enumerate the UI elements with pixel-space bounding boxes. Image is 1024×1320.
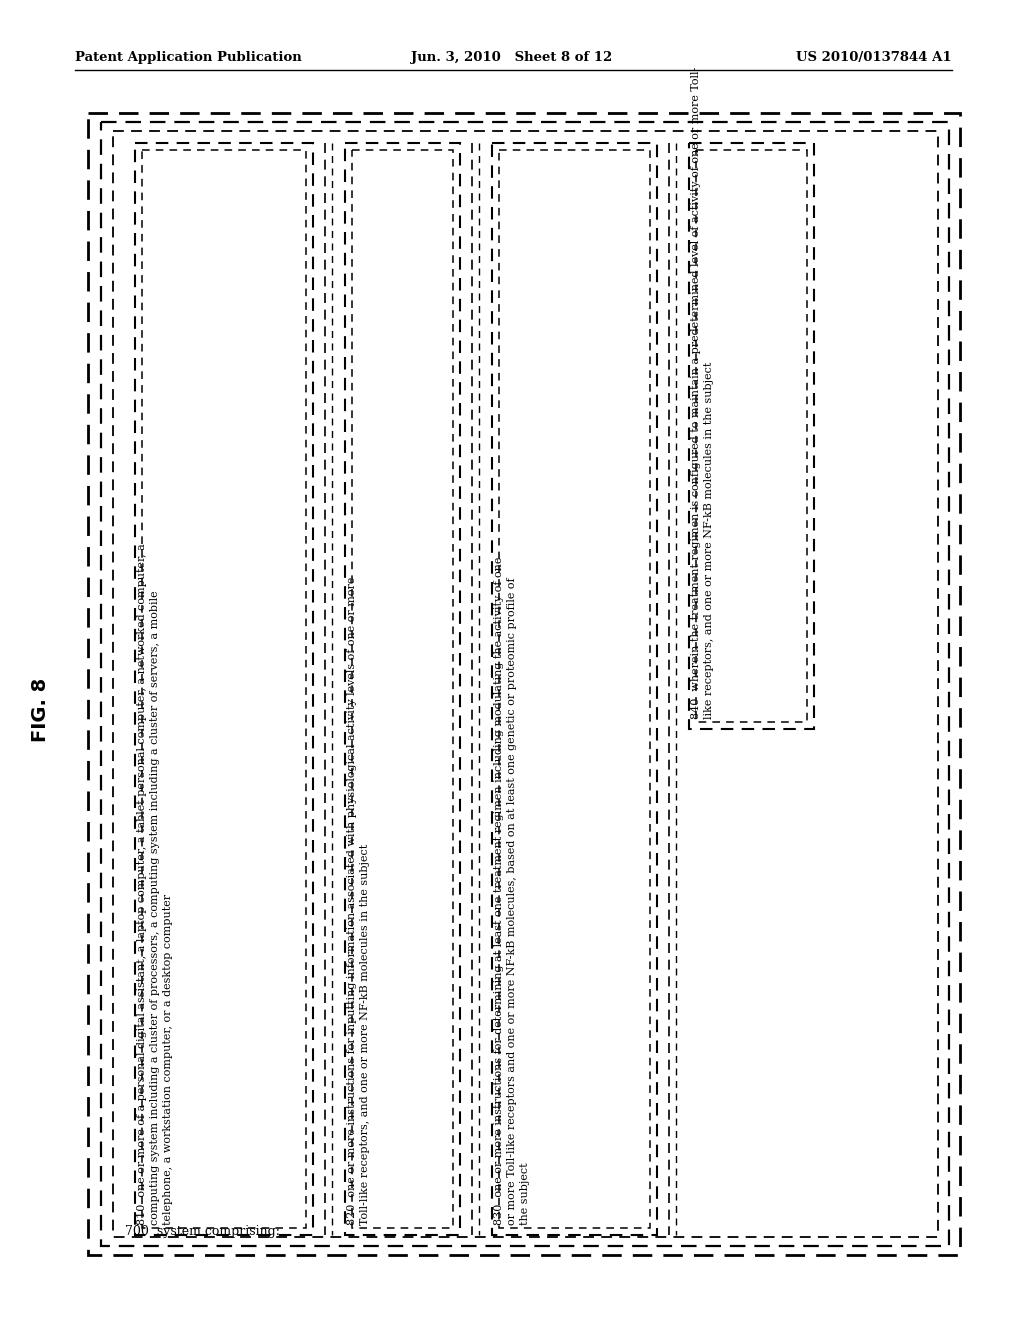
Bar [492, 143, 657, 1236]
Bar [142, 150, 306, 1228]
Bar [135, 143, 313, 1236]
Text: 700  system comprising:: 700 system comprising: [125, 1225, 280, 1238]
Text: Toll-like receptors, and one or more NF-kB molecules in the subject: Toll-like receptors, and one or more NF-… [360, 843, 370, 1225]
Text: telephone, a workstation computer, or a desktop computer: telephone, a workstation computer, or a … [163, 894, 173, 1225]
Text: FIG. 8: FIG. 8 [31, 678, 49, 742]
Bar [499, 150, 650, 1228]
Text: Jun. 3, 2010   Sheet 8 of 12: Jun. 3, 2010 Sheet 8 of 12 [412, 50, 612, 63]
Text: 830  one or more instructions for determining at least one treatment regimen inc: 830 one or more instructions for determi… [494, 557, 504, 1225]
Bar [345, 143, 460, 1236]
Text: US 2010/0137844 A1: US 2010/0137844 A1 [797, 50, 952, 63]
Text: Patent Application Publication: Patent Application Publication [75, 50, 302, 63]
Text: 820  one or more instructions for inputting information associated with physiolo: 820 one or more instructions for inputti… [347, 577, 357, 1225]
Text: 840  wherein the treatment regimen is configured to maintain a predetermined lev: 840 wherein the treatment regimen is con… [691, 67, 701, 719]
Text: computing system including a cluster of processors, a computing system including: computing system including a cluster of … [150, 590, 160, 1225]
Text: or more Toll-like receptors and one or more NF-kB molecules, based on at least o: or more Toll-like receptors and one or m… [507, 577, 517, 1225]
Bar [352, 150, 453, 1228]
Text: like receptors, and one or more NF-kB molecules in the subject: like receptors, and one or more NF-kB mo… [705, 362, 714, 719]
Bar [113, 131, 938, 1237]
Bar [101, 121, 949, 1246]
Bar [689, 143, 814, 729]
Text: 810  one or more of a personal digital assistant, a laptop computer, a tablet pe: 810 one or more of a personal digital as… [137, 544, 147, 1225]
Bar [696, 150, 807, 722]
Bar [88, 114, 961, 1255]
Text: the subject: the subject [520, 1163, 530, 1225]
